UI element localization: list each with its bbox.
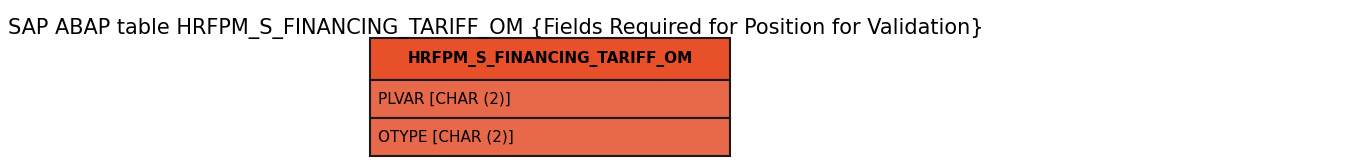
Bar bbox=[370, 118, 730, 156]
Text: PLVAR [CHAR (2)]: PLVAR [CHAR (2)] bbox=[379, 92, 510, 106]
Text: OTYPE [CHAR (2)]: OTYPE [CHAR (2)] bbox=[379, 130, 513, 145]
Text: HRFPM_S_FINANCING_TARIFF_OM: HRFPM_S_FINANCING_TARIFF_OM bbox=[407, 51, 693, 67]
Bar bbox=[370, 80, 730, 118]
Bar bbox=[370, 38, 730, 80]
Text: SAP ABAP table HRFPM_S_FINANCING_TARIFF_OM {Fields Required for Position for Val: SAP ABAP table HRFPM_S_FINANCING_TARIFF_… bbox=[8, 18, 984, 39]
